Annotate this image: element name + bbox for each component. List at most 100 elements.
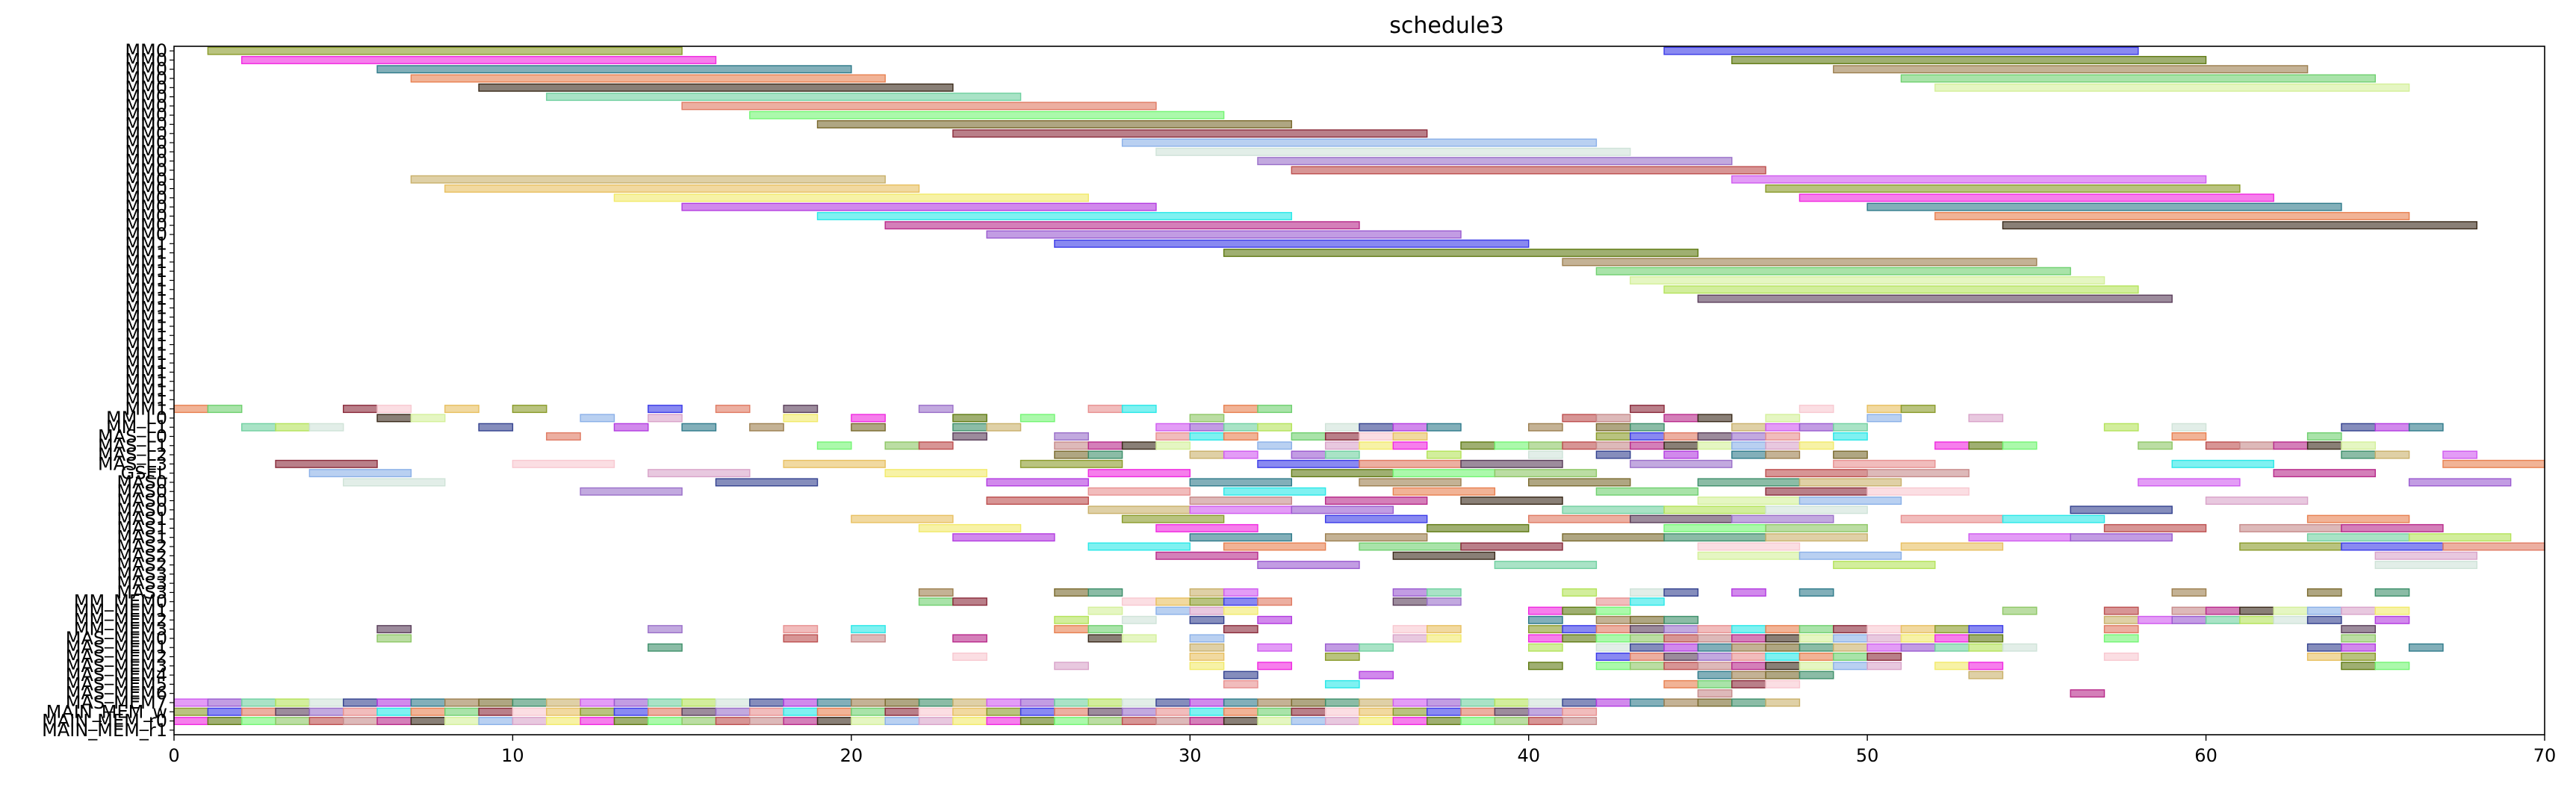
task-bar bbox=[1257, 441, 1293, 450]
task-bar bbox=[1155, 523, 1258, 532]
task-bar bbox=[478, 717, 514, 726]
task-bar bbox=[851, 423, 886, 432]
y-tick-label: MM1 bbox=[125, 297, 167, 318]
task-bar bbox=[1798, 551, 1902, 560]
task-bar bbox=[1155, 707, 1191, 716]
task-bar bbox=[918, 717, 954, 726]
task-bar bbox=[546, 93, 1022, 102]
task-bar bbox=[1121, 138, 1598, 147]
task-bar bbox=[1392, 707, 1428, 716]
task-bar bbox=[1392, 597, 1428, 606]
task-bar bbox=[376, 405, 412, 414]
task-bar bbox=[1731, 679, 1766, 688]
task-bar bbox=[1324, 643, 1360, 652]
y-tick-label: MM0 bbox=[125, 49, 167, 70]
task-bar bbox=[376, 698, 412, 707]
task-bar bbox=[1765, 653, 1801, 662]
task-bar bbox=[1223, 450, 1258, 459]
task-bar bbox=[2002, 514, 2105, 523]
task-bar bbox=[1697, 414, 1733, 423]
task-bar bbox=[1189, 698, 1225, 707]
task-bar bbox=[1121, 634, 1157, 643]
task-bar bbox=[2002, 606, 2037, 615]
task-bar bbox=[1189, 506, 1293, 514]
y-tick-label: MM1 bbox=[125, 243, 167, 264]
task-bar bbox=[1798, 653, 1834, 662]
task-bar bbox=[1663, 432, 1699, 441]
y-tick-label: MM1 bbox=[125, 288, 167, 309]
task-bar bbox=[410, 175, 886, 184]
task-bar bbox=[1663, 698, 1699, 707]
task-bar bbox=[1798, 625, 1834, 634]
task-bar bbox=[851, 707, 886, 716]
task-bar bbox=[986, 497, 1089, 506]
task-bar bbox=[1595, 615, 1631, 624]
x-tick-label: 20 bbox=[840, 745, 863, 766]
task-bar bbox=[1392, 698, 1428, 707]
task-bar bbox=[952, 597, 987, 606]
task-bar bbox=[2341, 643, 2376, 652]
task-bar bbox=[851, 698, 886, 707]
task-bar bbox=[1223, 249, 1699, 258]
task-bar bbox=[1494, 561, 1598, 570]
task-bar bbox=[783, 698, 819, 707]
task-bar bbox=[1697, 432, 1733, 441]
task-bar bbox=[1765, 679, 1801, 688]
task-bar bbox=[918, 597, 954, 606]
task-bar bbox=[1054, 450, 1089, 459]
task-bar bbox=[1731, 625, 1766, 634]
task-bar bbox=[1900, 542, 2004, 551]
task-bar bbox=[1121, 441, 1157, 450]
task-bar bbox=[1155, 432, 1191, 441]
task-bar bbox=[1697, 542, 1801, 551]
task-bar bbox=[2070, 533, 2173, 542]
task-bar bbox=[546, 707, 581, 716]
task-bar bbox=[1257, 707, 1293, 716]
task-bar bbox=[1426, 423, 1462, 432]
task-bar bbox=[173, 717, 209, 726]
task-bar bbox=[1189, 643, 1225, 652]
task-bar bbox=[1392, 717, 1428, 726]
task-bar bbox=[1087, 542, 1191, 551]
y-tick-label: MAS_MEM7 bbox=[66, 692, 167, 713]
task-bar bbox=[1630, 634, 1665, 643]
y-tick-label: MAS_MEM5 bbox=[66, 674, 167, 694]
task-bar bbox=[2341, 662, 2376, 671]
task-bar bbox=[1866, 653, 1902, 662]
task-bar bbox=[2103, 423, 2139, 432]
task-bar bbox=[1562, 625, 1598, 634]
y-tick-label: MM1 bbox=[125, 270, 167, 290]
task-bar bbox=[1291, 166, 1766, 175]
task-bar bbox=[1866, 469, 1970, 478]
task-bar bbox=[1257, 405, 1293, 414]
task-bar bbox=[2306, 606, 2342, 615]
task-bar bbox=[580, 698, 615, 707]
task-bar bbox=[1900, 625, 1936, 634]
y-tick-label: MM0 bbox=[125, 205, 167, 226]
y-tick-label: MM0 bbox=[125, 169, 167, 190]
task-bar bbox=[783, 459, 886, 468]
task-bar bbox=[240, 55, 717, 64]
task-bar bbox=[1562, 606, 1598, 615]
y-tick-label: MM0 bbox=[125, 59, 167, 80]
task-bar bbox=[2374, 662, 2410, 671]
task-bar bbox=[1731, 653, 1766, 662]
task-bar bbox=[1765, 698, 1801, 707]
task-bar bbox=[1765, 625, 1801, 634]
task-bar bbox=[884, 441, 920, 450]
task-bar bbox=[749, 423, 784, 432]
task-bar bbox=[749, 717, 784, 726]
task-bar bbox=[1155, 717, 1191, 726]
task-bar bbox=[1697, 679, 1733, 688]
task-bar bbox=[1494, 441, 1530, 450]
task-bar bbox=[2273, 469, 2376, 478]
task-bar bbox=[1630, 588, 1665, 597]
task-bar bbox=[1630, 625, 1665, 634]
y-tick-label: MM0 bbox=[125, 187, 167, 208]
task-bar bbox=[1765, 423, 1801, 432]
task-bar bbox=[1900, 643, 1936, 652]
task-bar bbox=[2374, 615, 2410, 624]
task-bar bbox=[952, 129, 1428, 138]
task-bar bbox=[1663, 662, 1699, 671]
task-bar bbox=[1460, 497, 1563, 506]
